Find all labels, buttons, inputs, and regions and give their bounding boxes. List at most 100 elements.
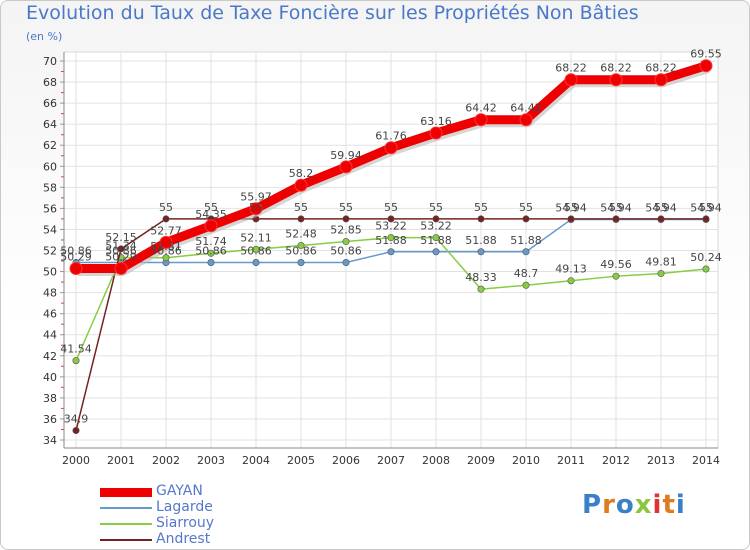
x-tick-label: 2007 (377, 454, 405, 467)
data-point-lagarde (387, 248, 395, 256)
y-tick-label: 48 (43, 287, 57, 300)
data-point-siarrouy (702, 265, 710, 273)
data-point-andrest (702, 215, 710, 223)
data-point-siarrouy (72, 357, 80, 365)
y-tick-label: 66 (43, 97, 57, 110)
data-label-lagarde: 50.86 (285, 245, 317, 258)
data-label-lagarde: 54.94 (555, 202, 587, 215)
data-label-lagarde: 50.86 (60, 245, 92, 258)
data-label-andrest: 55 (519, 201, 533, 214)
x-tick-label: 2013 (647, 454, 675, 467)
data-point-andrest (387, 215, 395, 223)
data-label-andrest: 55 (699, 201, 713, 214)
y-tick-label: 52 (43, 245, 57, 258)
x-tick-label: 2006 (332, 454, 360, 467)
data-point-siarrouy (477, 285, 485, 293)
data-point-andrest (432, 215, 440, 223)
logo-letter: t (662, 490, 676, 520)
data-label-siarrouy: 53.22 (375, 220, 407, 233)
y-tick-label: 34 (43, 434, 57, 447)
data-point-lagarde (522, 248, 530, 256)
data-label-lagarde: 51.88 (510, 234, 542, 247)
legend-swatch-siarrouy (100, 523, 152, 525)
data-point-siarrouy (297, 241, 305, 249)
x-tick-label: 2010 (512, 454, 540, 467)
data-label-andrest: 34.9 (64, 413, 89, 426)
logo-letter: P (582, 490, 603, 520)
data-label-andrest: 55 (609, 201, 623, 214)
data-label-gayan: 64.42 (510, 102, 542, 115)
data-point-siarrouy (207, 249, 215, 257)
data-label-siarrouy: 51.74 (195, 235, 227, 248)
data-label-lagarde: 51.88 (375, 234, 407, 247)
y-tick-label: 56 (43, 202, 57, 215)
data-label-siarrouy: 51.31 (150, 240, 182, 253)
y-tick-label: 68 (43, 76, 57, 89)
data-point-andrest (72, 427, 80, 435)
legend-swatch-gayan (100, 488, 152, 497)
data-label-lagarde: 51.88 (465, 234, 497, 247)
y-tick-label: 64 (43, 118, 57, 131)
data-label-lagarde: 54.94 (645, 202, 677, 215)
data-label-siarrouy: 41.54 (60, 343, 92, 356)
data-point-siarrouy (252, 245, 260, 253)
y-tick-label: 36 (43, 413, 57, 426)
data-label-siarrouy: 52.85 (330, 224, 362, 237)
data-label-siarrouy: 51.34 (105, 239, 137, 252)
data-point-gayan (609, 73, 623, 87)
data-label-lagarde: 50.86 (240, 245, 272, 258)
data-label-andrest: 55 (384, 201, 398, 214)
x-tick-label: 2014 (692, 454, 720, 467)
data-label-siarrouy: 49.13 (555, 263, 587, 276)
data-label-gayan: 54.35 (195, 208, 227, 221)
data-point-gayan (159, 235, 173, 249)
y-tick-label: 46 (43, 308, 57, 321)
data-point-gayan (69, 262, 83, 276)
data-point-lagarde (252, 259, 260, 267)
data-point-andrest (522, 215, 530, 223)
data-label-siarrouy: 52.11 (240, 231, 272, 244)
legend-label-gayan: GAYAN (156, 483, 203, 499)
data-label-andrest: 55 (249, 201, 263, 214)
legend-label-lagarde: Lagarde (156, 499, 213, 515)
data-point-siarrouy (162, 254, 170, 262)
x-tick-label: 2008 (422, 454, 450, 467)
y-tick-label: 58 (43, 181, 57, 194)
y-tick-label: 50 (43, 266, 57, 279)
series-layer (69, 59, 713, 435)
data-label-andrest: 55 (429, 201, 443, 214)
data-label-andrest: 55 (294, 201, 308, 214)
data-point-andrest (567, 215, 575, 223)
data-point-andrest (297, 215, 305, 223)
data-label-lagarde: 50.86 (330, 245, 362, 258)
data-label-gayan: 61.76 (375, 130, 407, 143)
logo-letter: o (615, 490, 635, 520)
y-tick-label: 60 (43, 160, 57, 173)
data-point-siarrouy (342, 238, 350, 246)
proxiti-logo: Proxiti (582, 490, 686, 520)
x-tick-label: 2003 (197, 454, 225, 467)
data-label-gayan: 64.42 (465, 102, 497, 115)
x-tick-label: 2011 (557, 454, 585, 467)
y-tick-label: 44 (43, 329, 57, 342)
data-point-gayan (654, 73, 668, 87)
x-tick-label: 2009 (467, 454, 495, 467)
logo-letter: r (602, 490, 616, 520)
data-label-siarrouy: 48.7 (514, 267, 539, 280)
data-label-lagarde: 54.94 (690, 202, 722, 215)
data-point-gayan (204, 219, 218, 233)
data-point-lagarde (477, 248, 485, 256)
y-tick-label: 54 (43, 223, 57, 236)
data-label-gayan: 55.97 (240, 191, 272, 204)
data-label-lagarde: 50.86 (195, 245, 227, 258)
data-point-siarrouy (432, 234, 440, 242)
y-tick-label: 42 (43, 350, 57, 363)
data-point-lagarde (297, 259, 305, 267)
data-label-lagarde: 51.88 (420, 234, 452, 247)
legend-swatch-andrest (100, 539, 152, 541)
data-point-gayan (474, 113, 488, 127)
data-label-gayan: 68.22 (645, 62, 677, 75)
data-label-gayan: 63.16 (420, 115, 452, 128)
data-label-lagarde: 50.86 (150, 245, 182, 258)
